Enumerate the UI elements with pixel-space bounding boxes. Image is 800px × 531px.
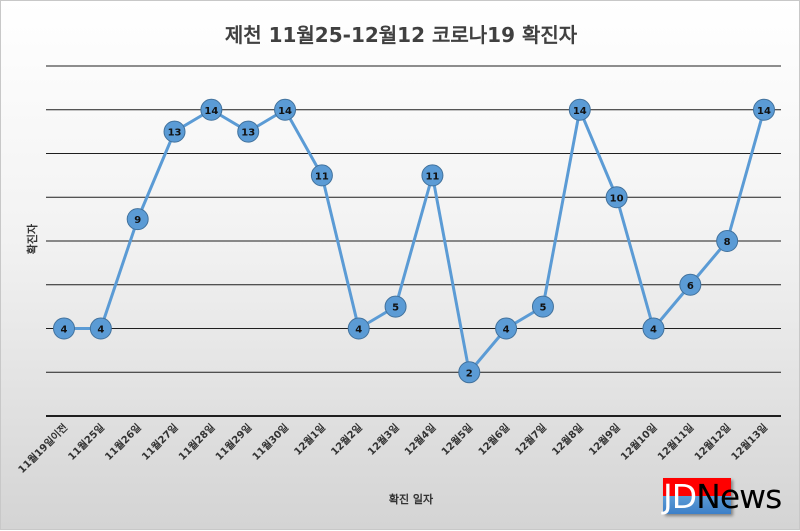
data-point — [384, 295, 407, 318]
logo-text-ews: ews — [719, 476, 782, 516]
data-point — [458, 361, 481, 384]
x-tick-label: 12월9일 — [586, 421, 623, 458]
logo-text-jd: JD — [663, 476, 697, 516]
x-axis-label: 확진 일자 — [388, 493, 434, 506]
x-tick-label: 11월19일이전 — [15, 421, 70, 476]
x-tick-label: 12월2일 — [328, 421, 365, 458]
data-point — [495, 317, 518, 340]
x-tick-label: 12월6일 — [475, 421, 512, 458]
data-label: 4 — [650, 325, 657, 336]
x-tick-label: 12월8일 — [549, 421, 586, 458]
data-point — [716, 230, 739, 252]
x-tick-label: 11월29일 — [212, 421, 254, 463]
data-label: 4 — [503, 325, 510, 336]
data-point — [126, 208, 149, 231]
data-label: 4 — [97, 325, 104, 336]
data-point — [753, 98, 775, 121]
data-point — [274, 98, 297, 121]
data-point — [605, 186, 628, 209]
jdnews-logo: JD N ews — [663, 476, 782, 516]
x-tick-label: 11월27일 — [139, 421, 181, 463]
x-tick-label: 12월13일 — [728, 421, 770, 463]
x-tick-label: 12월7일 — [512, 421, 549, 458]
data-label: 5 — [392, 303, 399, 314]
chart-title: 제천 11월25-12월12 코로나19 확진자 — [224, 23, 578, 47]
data-label: 5 — [539, 303, 546, 314]
data-label: 2 — [466, 368, 473, 379]
data-point — [200, 98, 223, 121]
data-label: 4 — [355, 325, 362, 336]
data-label: 14 — [573, 106, 587, 117]
data-label: 4 — [61, 325, 68, 336]
data-label: 13 — [168, 128, 182, 139]
data-point — [310, 164, 333, 187]
x-tick-label: 12월12일 — [691, 421, 733, 463]
data-point — [679, 273, 702, 296]
data-label: 6 — [687, 281, 694, 292]
data-point — [421, 164, 444, 187]
x-tick-label: 12월11일 — [655, 421, 697, 463]
x-tick-label: 12월10일 — [618, 421, 660, 463]
data-point — [531, 295, 554, 318]
data-point — [347, 317, 370, 340]
x-tick-label: 11월26일 — [102, 421, 144, 463]
data-point — [163, 120, 186, 143]
data-label: 14 — [204, 106, 218, 117]
data-label: 13 — [241, 128, 255, 139]
data-point — [642, 317, 665, 340]
x-tick-label: 12월5일 — [438, 421, 475, 458]
x-tick-label: 11월25일 — [65, 421, 107, 463]
data-label: 10 — [610, 193, 624, 204]
data-label: 11 — [425, 171, 439, 182]
data-label: 9 — [134, 215, 141, 226]
logo-box — [663, 478, 731, 514]
x-tick-label: 12월4일 — [402, 421, 439, 458]
data-label: 14 — [278, 106, 292, 117]
x-tick-label: 12월3일 — [365, 421, 402, 458]
data-point — [89, 317, 112, 340]
data-label: 11 — [315, 171, 329, 182]
data-label: 14 — [757, 106, 771, 117]
x-tick-label: 11월28일 — [176, 421, 218, 463]
data-point — [53, 317, 75, 340]
data-point — [237, 120, 260, 143]
x-tick-label: 12월1일 — [291, 421, 328, 458]
data-point — [568, 98, 591, 121]
data-label: 8 — [724, 237, 731, 248]
logo-text-n: N — [696, 476, 721, 516]
x-tick-label: 11월30일 — [249, 421, 291, 463]
